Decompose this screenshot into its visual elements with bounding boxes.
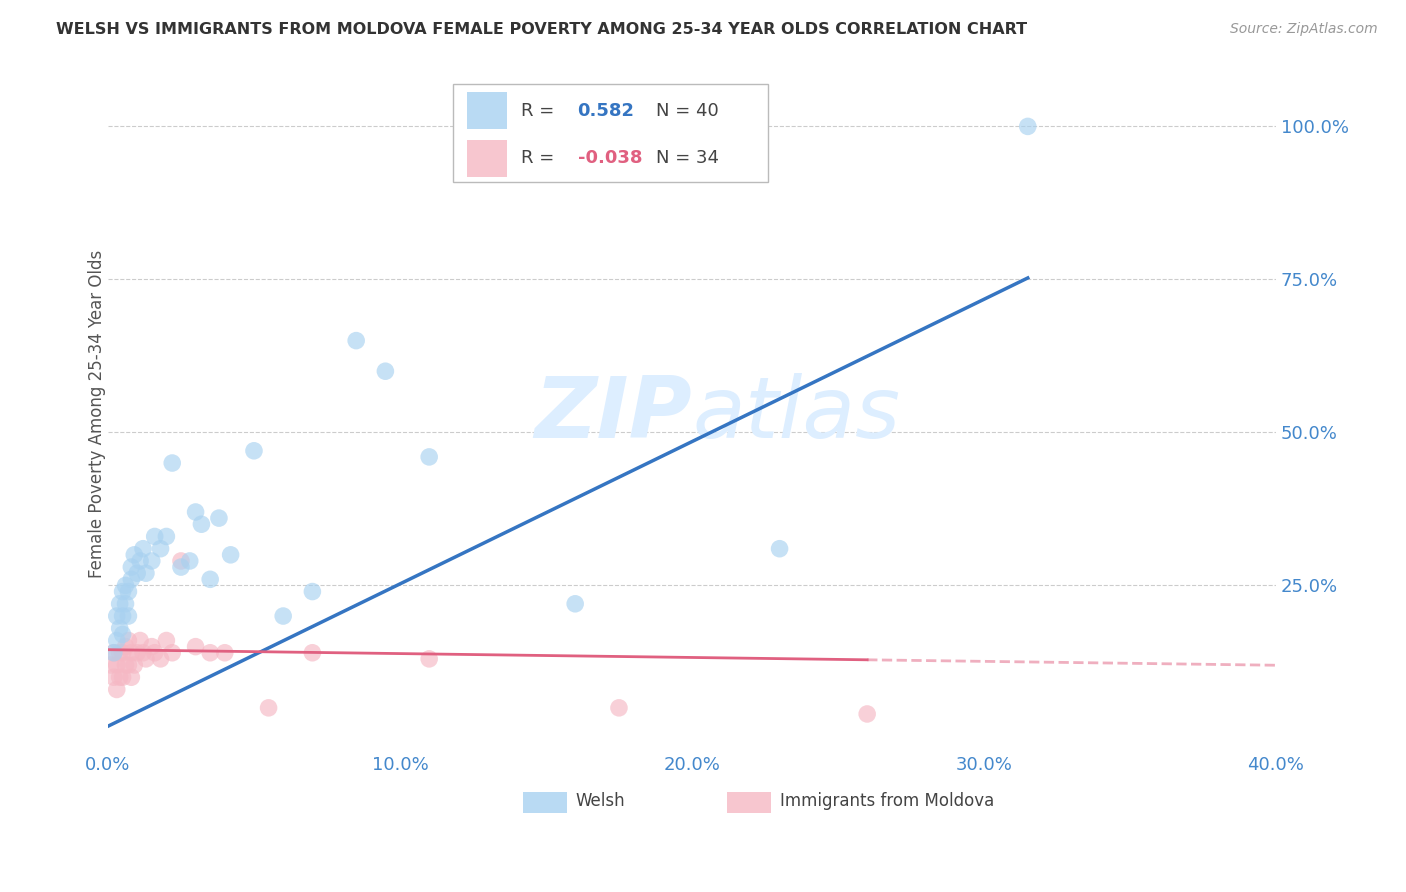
Point <box>198 572 221 586</box>
Point <box>111 584 134 599</box>
Point <box>301 646 323 660</box>
Point <box>114 578 136 592</box>
Text: WELSH VS IMMIGRANTS FROM MOLDOVA FEMALE POVERTY AMONG 25-34 YEAR OLDS CORRELATIO: WELSH VS IMMIGRANTS FROM MOLDOVA FEMALE … <box>56 22 1028 37</box>
FancyBboxPatch shape <box>523 792 567 814</box>
Point <box>111 646 134 660</box>
Point <box>120 646 142 660</box>
Point <box>184 505 207 519</box>
Point <box>179 554 201 568</box>
FancyBboxPatch shape <box>467 140 508 177</box>
Point <box>856 706 879 721</box>
Point <box>120 670 142 684</box>
Point <box>141 640 163 654</box>
Point <box>111 627 134 641</box>
Point <box>160 456 183 470</box>
Point <box>214 646 236 660</box>
Point <box>257 701 280 715</box>
Point <box>114 597 136 611</box>
FancyBboxPatch shape <box>453 84 768 182</box>
Point <box>418 450 440 464</box>
Point <box>135 566 157 581</box>
Point <box>103 646 125 660</box>
Point <box>143 529 166 543</box>
Point <box>149 652 172 666</box>
Point <box>243 443 266 458</box>
Text: Immigrants from Moldova: Immigrants from Moldova <box>779 792 994 810</box>
Point <box>768 541 790 556</box>
Text: Source: ZipAtlas.com: Source: ZipAtlas.com <box>1230 22 1378 37</box>
Point <box>108 646 131 660</box>
Point <box>100 658 122 673</box>
Point <box>108 621 131 635</box>
Point <box>111 670 134 684</box>
Text: Welsh: Welsh <box>575 792 624 810</box>
Point <box>120 560 142 574</box>
Point <box>117 584 139 599</box>
Y-axis label: Female Poverty Among 25-34 Year Olds: Female Poverty Among 25-34 Year Olds <box>89 250 105 578</box>
Text: atlas: atlas <box>692 373 900 456</box>
Point <box>114 640 136 654</box>
Point <box>105 658 128 673</box>
Point <box>105 609 128 624</box>
Text: R =: R = <box>522 102 561 120</box>
Point <box>198 646 221 660</box>
Point <box>114 658 136 673</box>
Point <box>127 566 149 581</box>
Point <box>105 633 128 648</box>
Point <box>129 554 152 568</box>
Point <box>105 682 128 697</box>
Point <box>1017 120 1039 134</box>
Point <box>108 597 131 611</box>
Text: ZIP: ZIP <box>534 373 692 456</box>
Point <box>129 633 152 648</box>
Point <box>117 609 139 624</box>
Point <box>170 560 193 574</box>
Point <box>184 640 207 654</box>
Point <box>117 658 139 673</box>
Point <box>122 658 145 673</box>
Point <box>271 609 294 624</box>
Point <box>374 364 396 378</box>
Text: -0.038: -0.038 <box>578 149 643 168</box>
Point <box>149 541 172 556</box>
Point <box>219 548 242 562</box>
Text: 0.582: 0.582 <box>578 102 634 120</box>
Point <box>135 652 157 666</box>
Point <box>111 609 134 624</box>
Point <box>344 334 367 348</box>
FancyBboxPatch shape <box>467 92 508 129</box>
Point <box>301 584 323 599</box>
Point <box>108 670 131 684</box>
Point <box>155 529 177 543</box>
Point <box>564 597 586 611</box>
Point <box>160 646 183 660</box>
Point <box>208 511 231 525</box>
Point <box>170 554 193 568</box>
Point <box>103 670 125 684</box>
Point <box>155 633 177 648</box>
Point <box>418 652 440 666</box>
Point <box>143 646 166 660</box>
Point <box>132 646 155 660</box>
Point <box>122 548 145 562</box>
Point <box>607 701 630 715</box>
Text: N = 40: N = 40 <box>655 102 718 120</box>
Point <box>117 633 139 648</box>
Point <box>132 541 155 556</box>
Point <box>141 554 163 568</box>
FancyBboxPatch shape <box>727 792 772 814</box>
Point <box>127 646 149 660</box>
Text: N = 34: N = 34 <box>655 149 718 168</box>
Text: R =: R = <box>522 149 561 168</box>
Point <box>120 572 142 586</box>
Point <box>103 646 125 660</box>
Point <box>190 517 212 532</box>
